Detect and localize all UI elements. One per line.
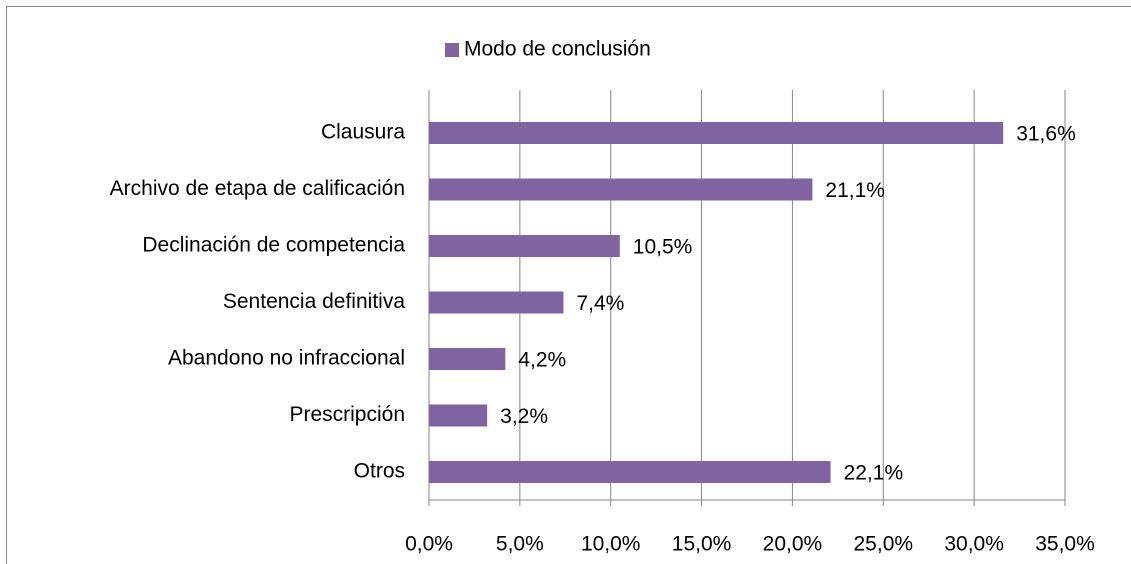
y-tick-label: Archivo de etapa de calificación [110, 177, 405, 200]
y-tick-label: Prescripción [289, 403, 405, 426]
x-tick-label: 5,0% [496, 533, 544, 556]
x-tick-label: 25,0% [854, 533, 914, 556]
x-tick-label: 20,0% [763, 533, 823, 556]
y-tick-label: Clausura [321, 121, 405, 144]
x-tick-label: 10,0% [581, 533, 641, 556]
x-tick-label: 30,0% [944, 533, 1004, 556]
bar [429, 178, 813, 201]
data-label: 4,2% [518, 349, 566, 372]
data-label: 22,1% [844, 462, 904, 485]
data-label: 7,4% [576, 292, 624, 315]
data-label: 21,1% [825, 179, 885, 202]
bar [429, 348, 506, 370]
bar [429, 461, 831, 483]
legend-swatch [445, 43, 459, 57]
y-tick-label: Declinación de competencia [142, 234, 405, 257]
data-label: 31,6% [1016, 123, 1076, 146]
bar [429, 235, 620, 257]
y-tick-label: Abandono no infraccional [168, 347, 405, 370]
legend-label: Modo de conclusión [464, 38, 651, 61]
x-tick-label: 15,0% [672, 533, 732, 556]
data-label: 10,5% [633, 236, 693, 259]
bar [429, 122, 1004, 144]
y-tick-label: Sentencia definitiva [223, 290, 405, 313]
data-label: 3,2% [500, 405, 548, 428]
bar [429, 404, 488, 427]
x-tick-label: 35,0% [1035, 533, 1095, 556]
x-tick-label: 0,0% [405, 533, 453, 556]
bar [429, 291, 564, 314]
y-tick-label: Otros [354, 460, 405, 483]
